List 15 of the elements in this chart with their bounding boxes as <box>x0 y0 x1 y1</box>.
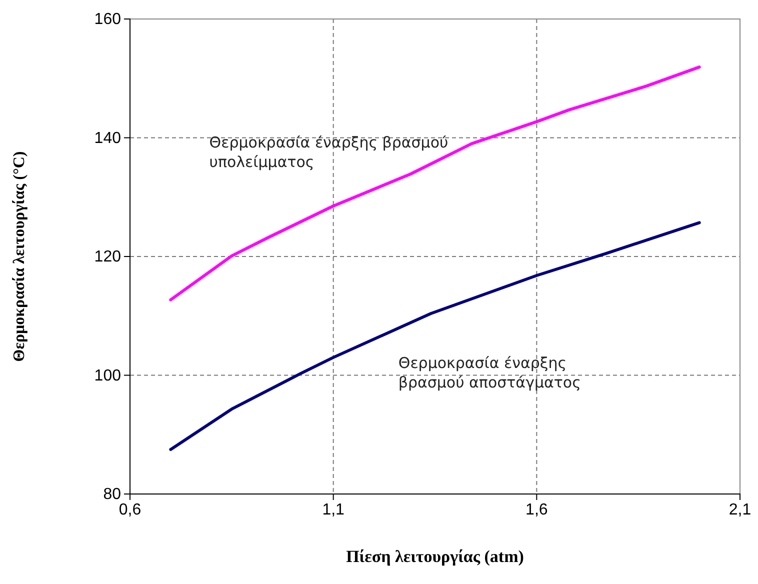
y-tick-label: 80 <box>103 486 122 504</box>
y-tick-label: 100 <box>94 367 122 384</box>
y-tick-label: 160 <box>94 11 122 28</box>
series-label: Θερμοκρασία έναρξης βρασμού αποστάγματος <box>398 354 581 392</box>
x-tick-label: 2,1 <box>728 501 752 518</box>
series-label: Θερμοκρασία έναρξης βρασμού υπολείμματος <box>209 133 448 171</box>
x-tick-label: 1,1 <box>322 501 345 518</box>
y-tick-label: 120 <box>94 248 122 266</box>
x-tick-label: 0,6 <box>118 501 142 518</box>
line-series <box>169 66 701 302</box>
line-series <box>169 221 701 451</box>
x-tick-label: 1,6 <box>526 501 548 518</box>
x-axis-title: Πίεση λειτουργίας (atm) <box>346 547 524 566</box>
y-tick-label: 140 <box>94 130 122 147</box>
y-axis-title: Θερμοκρασία λειτουργίας (°C) <box>11 151 28 362</box>
